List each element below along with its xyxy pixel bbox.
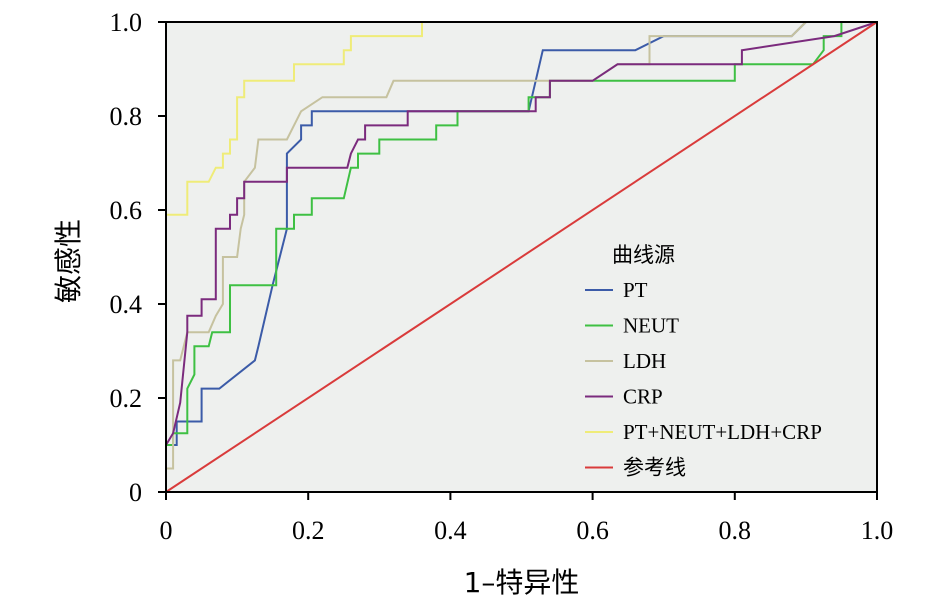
x-tick-label: 0.4 bbox=[434, 516, 467, 545]
series-layer bbox=[165, 21, 878, 493]
y-tick-label: 0.6 bbox=[110, 196, 143, 225]
y-axis-title: 敏感性 bbox=[52, 219, 85, 303]
legend-label: CRP bbox=[623, 385, 663, 409]
x-tick-label: 0.8 bbox=[719, 516, 752, 545]
plot-frame bbox=[165, 21, 878, 493]
x-tick-label: 0.6 bbox=[576, 516, 609, 545]
legend-label: PT bbox=[623, 278, 648, 302]
legend-label: 参考线 bbox=[623, 456, 686, 480]
x-axis-title: 1–特异性 bbox=[464, 566, 580, 599]
series-line-3 bbox=[165, 21, 878, 460]
legend: 曲线源 PT NEUT LDH CRP PT+NEUT+LDH+CRP 参考线 bbox=[585, 243, 822, 480]
axes: 0 0.2 0.4 0.6 0.8 1.0 0 0.2 0.4 0.6 0.8 1.0 bbox=[110, 8, 894, 545]
series-line-5 bbox=[165, 21, 878, 493]
y-tick-label: 1.0 bbox=[110, 8, 143, 37]
series-line-1 bbox=[166, 21, 877, 446]
y-tick-label: 0.8 bbox=[110, 102, 143, 131]
legend-label: LDH bbox=[623, 349, 666, 373]
y-tick-label: 0.4 bbox=[110, 290, 143, 319]
y-tick-label: 0 bbox=[129, 478, 142, 507]
x-tick-label: 0.2 bbox=[292, 516, 325, 545]
y-tick-label: 0.2 bbox=[110, 384, 143, 413]
series-line-0 bbox=[165, 21, 877, 460]
legend-label: PT+NEUT+LDH+CRP bbox=[623, 420, 822, 444]
x-tick-label: 0 bbox=[160, 516, 173, 545]
x-tick-label: 1.0 bbox=[861, 516, 894, 545]
series-line-4 bbox=[165, 21, 877, 403]
legend-label: NEUT bbox=[623, 314, 679, 338]
legend-title: 曲线源 bbox=[612, 243, 675, 267]
